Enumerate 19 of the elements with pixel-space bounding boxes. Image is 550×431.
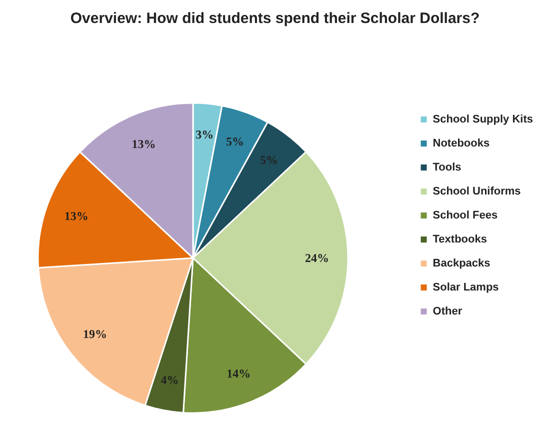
legend-label: School Supply Kits [432,114,534,126]
legend-label: Solar Lamps [432,282,499,294]
data-label: 13% [132,137,156,152]
data-label: 5% [226,134,244,148]
data-label: 14% [226,366,251,380]
data-label: 4% [160,372,179,387]
chart-title: Overview: How did students spend their Scholar Dollars? [70,10,480,27]
legend-label: Tools [432,162,462,174]
legend-label: School Fees [432,210,498,222]
data-label: 24% [305,251,329,265]
legend-label: Textbooks [432,234,487,246]
data-label: 5% [260,153,278,168]
legend-label: Backpacks [432,258,490,270]
legend-label: Notebooks [432,138,490,150]
data-label: 3% [196,128,214,142]
legend-label: School Uniforms [432,186,521,198]
data-label: 19% [83,327,108,341]
data-label: 13% [64,208,88,223]
legend-label: Other [432,306,463,318]
